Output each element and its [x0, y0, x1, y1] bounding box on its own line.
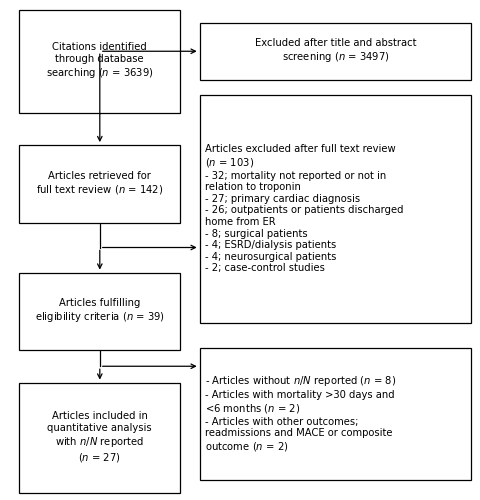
- Text: Articles retrieved for
full text review ($n$ = 142): Articles retrieved for full text review …: [36, 172, 163, 196]
- Text: Citations identified
through database
searching ($n$ = 3639): Citations identified through database se…: [46, 42, 153, 80]
- FancyBboxPatch shape: [19, 272, 180, 350]
- FancyBboxPatch shape: [199, 95, 470, 322]
- Text: Articles fulfilling
eligibility criteria ($n$ = 39): Articles fulfilling eligibility criteria…: [35, 298, 165, 324]
- Text: Articles excluded after full text review
($n$ = 103)
- 32; mortality not reporte: Articles excluded after full text review…: [205, 144, 403, 274]
- FancyBboxPatch shape: [19, 10, 180, 113]
- Text: Excluded after title and abstract
screening ($n$ = 3497): Excluded after title and abstract screen…: [254, 38, 415, 64]
- Text: - Articles without $n$/$N$ reported ($n$ = 8)
- Articles with mortality >30 days: - Articles without $n$/$N$ reported ($n$…: [205, 374, 396, 453]
- FancyBboxPatch shape: [19, 382, 180, 492]
- Text: Articles included in
quantitative analysis
with $n$/$N$ reported
($n$ = 27): Articles included in quantitative analys…: [48, 411, 152, 464]
- FancyBboxPatch shape: [199, 22, 470, 80]
- FancyBboxPatch shape: [199, 348, 470, 480]
- FancyBboxPatch shape: [19, 145, 180, 222]
